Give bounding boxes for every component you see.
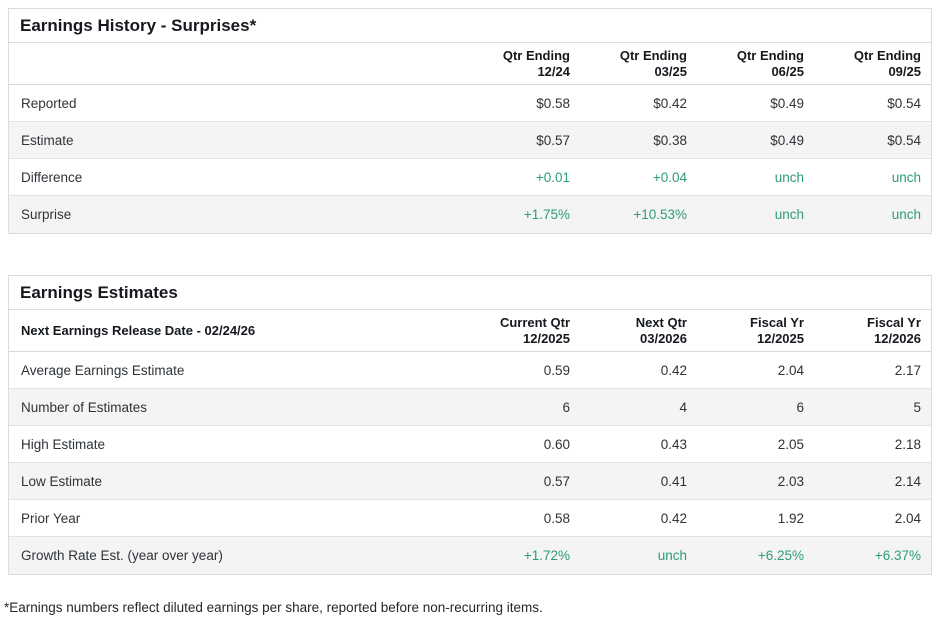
cell-value: +0.04 (652, 169, 687, 185)
cell-value: $0.38 (653, 132, 687, 148)
cell-value: 0.59 (543, 362, 570, 378)
cell-value: unch (774, 169, 804, 185)
cell-value: 6 (562, 399, 570, 415)
column-header-line1: Qtr Ending (619, 48, 687, 63)
cell-value: 2.05 (777, 436, 804, 452)
table-row: Surprise +1.75% +10.53% unch unch (9, 196, 931, 234)
column-header: Next Qtr 03/2026 (580, 310, 697, 351)
column-header-line1: Qtr Ending (736, 48, 804, 63)
earnings-estimates-table: Earnings Estimates Next Earnings Release… (8, 275, 932, 576)
column-header: Qtr Ending 12/24 (463, 43, 580, 84)
column-header: Fiscal Yr 12/2025 (697, 310, 814, 351)
table-row: Estimate $0.57 $0.38 $0.49 $0.54 (9, 122, 931, 160)
cell-value: $0.54 (887, 132, 921, 148)
cell-value: +0.01 (535, 169, 570, 185)
cell-value: $0.57 (536, 132, 570, 148)
column-header-line2: 12/2026 (874, 330, 921, 346)
table-body: Reported $0.58 $0.42 $0.49 $0.54 Estimate $0.5… (9, 85, 931, 234)
cell-value: 2.18 (894, 436, 921, 452)
cell-value: $0.49 (770, 95, 804, 111)
column-header-line1: Fiscal Yr (750, 315, 804, 331)
column-header: Qtr Ending 06/25 (697, 43, 814, 84)
column-header: Qtr Ending 03/25 (580, 43, 697, 84)
column-header-row: Qtr Ending 12/24 Qtr Ending 03/25 Qtr Ending… (9, 43, 931, 86)
cell-value: unch (657, 548, 687, 564)
row-label: High Estimate (21, 436, 106, 452)
cell-value: 0.42 (660, 510, 687, 526)
cell-value: 0.42 (660, 362, 687, 378)
row-label: Estimate (21, 132, 74, 148)
row-label: Low Estimate (21, 473, 103, 489)
cell-value: +6.25% (757, 548, 804, 564)
table-title: Earnings Estimates (9, 276, 931, 311)
column-header-line1: Qtr Ending (502, 48, 570, 63)
next-earnings-release-date-label: Next Earnings Release Date - 02/24/26 (21, 323, 256, 339)
cell-value: $0.49 (770, 132, 804, 148)
column-header-line2: 12/2025 (523, 330, 570, 346)
column-header-line2: 12/24 (537, 63, 570, 79)
table-row: Reported $0.58 $0.42 $0.49 $0.54 (9, 85, 931, 123)
cell-value: 0.58 (543, 510, 570, 526)
row-label: Prior Year (21, 510, 81, 526)
cell-value: unch (891, 169, 921, 185)
table-body: Average Earnings Estimate 0.59 0.42 2.04 2.1… (9, 352, 931, 575)
column-header-line2: 03/25 (654, 63, 687, 79)
cell-value: 2.17 (894, 362, 921, 378)
column-header-line2: 09/25 (888, 63, 921, 79)
earnings-footnote: *Earnings numbers reflect diluted earnin… (4, 600, 543, 616)
cell-value: 2.04 (777, 362, 804, 378)
cell-value: 4 (679, 399, 687, 415)
cell-value: 2.14 (894, 473, 921, 489)
cell-value: 0.60 (543, 436, 570, 452)
cell-value: $0.42 (653, 95, 687, 111)
table-row: Growth Rate Est. (year over year) +1.72% u… (9, 537, 931, 575)
table-row: Number of Estimates 6 4 6 5 (9, 389, 931, 427)
row-label: Number of Estimates (21, 399, 148, 415)
cell-value: +1.72% (523, 548, 570, 564)
column-header-line1: Qtr Ending (853, 48, 921, 63)
table-row: Average Earnings Estimate 0.59 0.42 2.04 2.1… (9, 352, 931, 390)
row-label: Average Earnings Estimate (21, 362, 185, 378)
row-label: Reported (21, 95, 77, 111)
table-row: Low Estimate 0.57 0.41 2.03 2.14 (9, 463, 931, 501)
cell-value: 5 (913, 399, 921, 415)
row-label: Surprise (21, 207, 72, 223)
cell-value: +10.53% (633, 207, 687, 223)
cell-value: $0.54 (887, 95, 921, 111)
column-header-line2: 03/2026 (640, 330, 687, 346)
table-row: High Estimate 0.60 0.43 2.05 2.18 (9, 426, 931, 464)
column-header: Fiscal Yr 12/2026 (814, 310, 931, 351)
table-row: Prior Year 0.58 0.42 1.92 2.04 (9, 500, 931, 538)
column-header-line2: 06/25 (771, 63, 804, 79)
cell-value: $0.58 (536, 95, 570, 111)
cell-value: +1.75% (523, 207, 570, 223)
cell-value: unch (891, 207, 921, 223)
column-header-line1: Next Qtr (635, 315, 687, 331)
cell-value: +6.37% (874, 548, 921, 564)
cell-value: unch (774, 207, 804, 223)
column-header-line1: Current Qtr (499, 315, 570, 331)
cell-value: 0.57 (543, 473, 570, 489)
table-title: Earnings History - Surprises* (9, 9, 931, 43)
earnings-history-table: Earnings History - Surprises* Qtr Ending… (8, 8, 932, 235)
cell-value: 0.43 (660, 436, 687, 452)
row-label: Growth Rate Est. (year over year) (21, 548, 223, 564)
column-header-line1: Fiscal Yr (867, 315, 921, 331)
cell-value: 1.92 (777, 510, 804, 526)
cell-value: 0.41 (660, 473, 687, 489)
column-header-line2: 12/2025 (757, 330, 804, 346)
header-label (9, 43, 463, 84)
cell-value: 2.03 (777, 473, 804, 489)
column-header: Qtr Ending 09/25 (814, 43, 931, 84)
row-label: Difference (21, 169, 83, 185)
column-header: Current Qtr 12/2025 (463, 310, 580, 351)
table-row: Difference +0.01 +0.04 unch unch (9, 159, 931, 197)
cell-value: 6 (796, 399, 804, 415)
column-header-row: Next Earnings Release Date - 02/24/26 Cu… (9, 310, 931, 353)
cell-value: 2.04 (894, 510, 921, 526)
